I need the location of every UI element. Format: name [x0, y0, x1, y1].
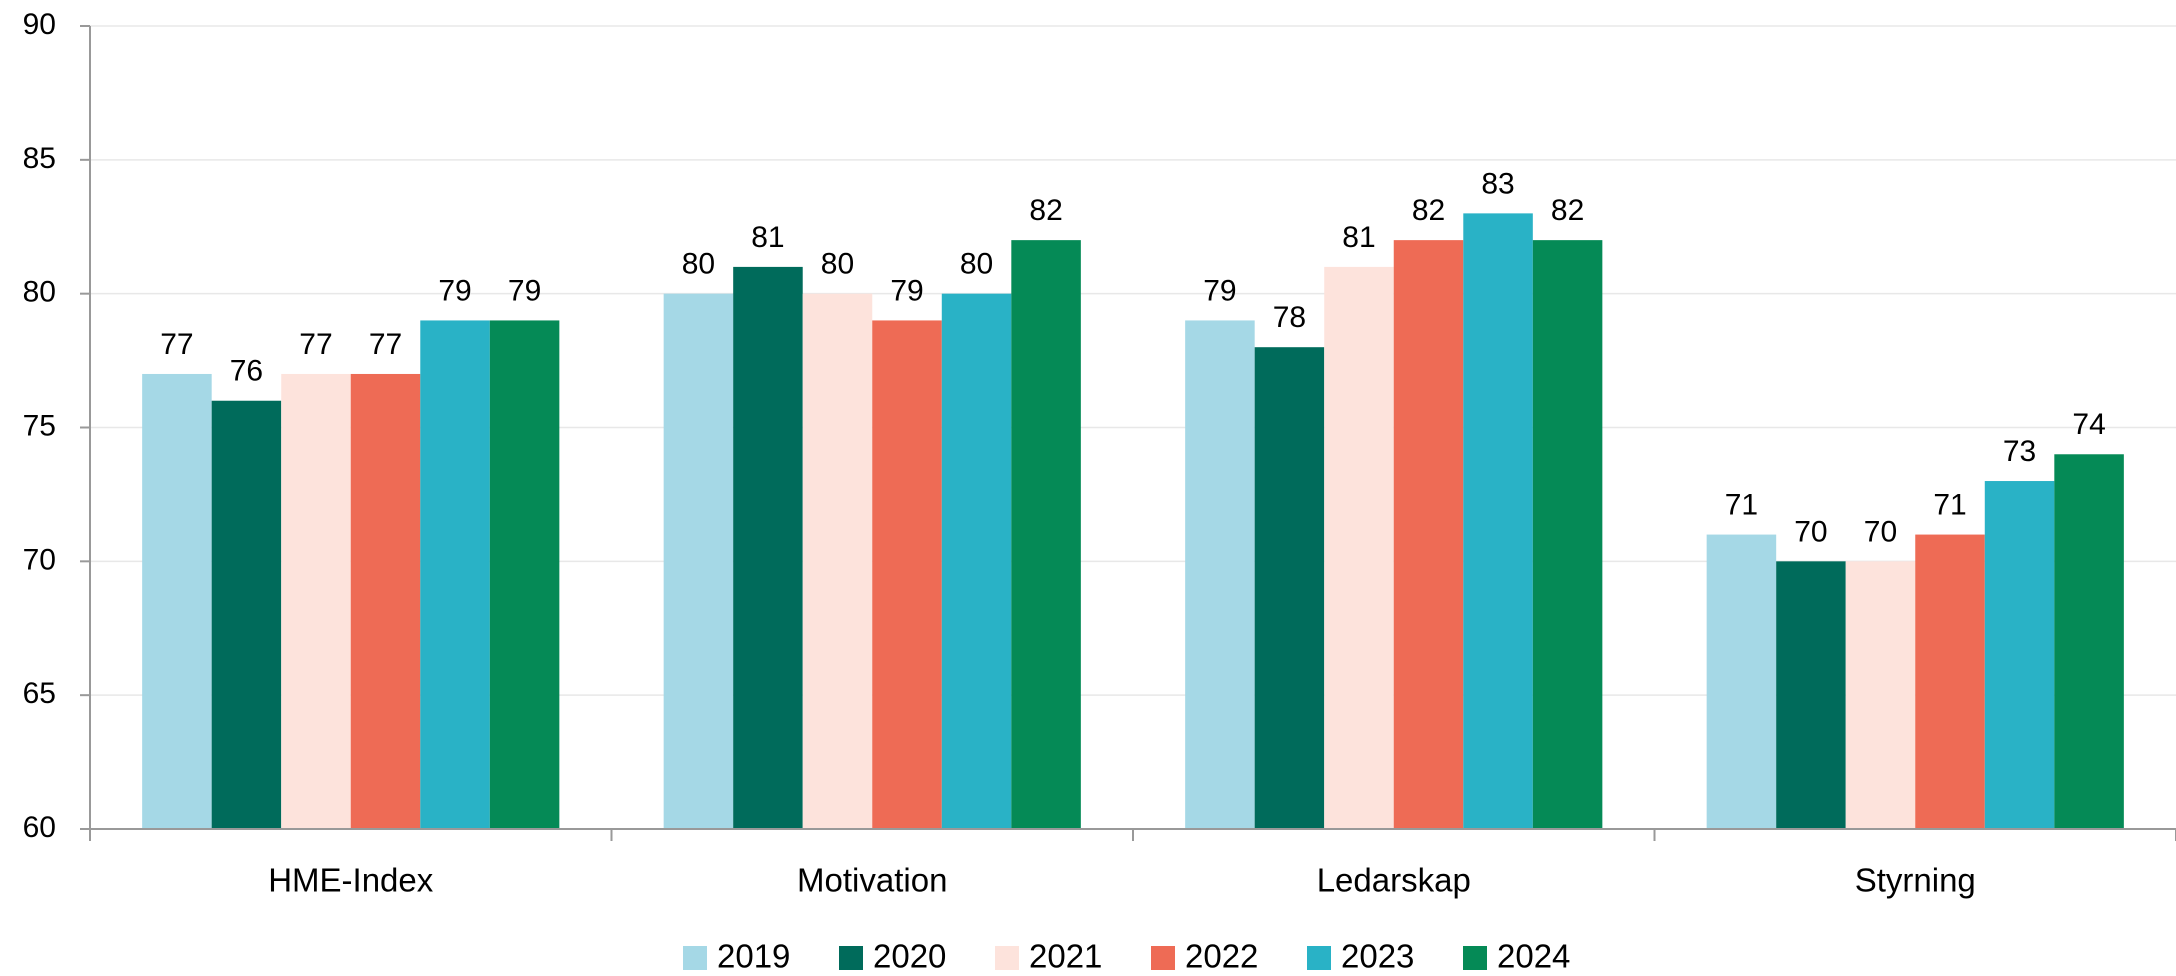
bar — [1185, 320, 1255, 829]
bar — [1984, 481, 2055, 829]
legend-label: 2019 — [717, 938, 790, 975]
y-tick-label: 80 — [23, 276, 56, 309]
data-label: 73 — [2003, 435, 2036, 468]
x-tick-label: Motivation — [797, 862, 947, 899]
legend-swatch — [683, 946, 707, 970]
bar — [1011, 240, 1081, 830]
data-label: 80 — [821, 248, 854, 281]
bar — [1463, 213, 1533, 829]
bar — [1324, 266, 1394, 829]
data-label: 77 — [299, 328, 332, 361]
x-tick-label: Styrning — [1855, 862, 1976, 899]
legend-swatch — [1307, 946, 1331, 970]
y-tick-label: 70 — [23, 543, 56, 576]
data-label: 77 — [369, 328, 402, 361]
data-label: 80 — [960, 248, 993, 281]
data-label: 82 — [1412, 194, 1445, 227]
data-label: 79 — [438, 274, 471, 307]
data-label: 83 — [1481, 167, 1514, 200]
data-label: 74 — [2072, 408, 2105, 441]
data-label: 81 — [751, 221, 784, 254]
bar — [1532, 240, 1603, 830]
data-label: 79 — [890, 274, 923, 307]
data-label: 70 — [1794, 515, 1827, 548]
data-label: 82 — [1029, 194, 1062, 227]
bar — [941, 293, 1012, 830]
bar — [872, 320, 942, 829]
x-tick-label: HME-Index — [268, 862, 434, 899]
y-tick-label: 75 — [23, 409, 56, 442]
bar — [281, 373, 351, 829]
data-label: 79 — [508, 274, 541, 307]
data-label: 80 — [682, 248, 715, 281]
bar — [1776, 561, 1846, 829]
bar — [1393, 240, 1464, 830]
data-label: 70 — [1864, 515, 1897, 548]
bar — [2054, 454, 2124, 829]
legend-label: 2021 — [1029, 938, 1102, 975]
bar — [142, 373, 212, 829]
bar — [663, 293, 734, 830]
bar — [802, 293, 873, 830]
bar — [211, 400, 282, 829]
data-label: 82 — [1551, 194, 1584, 227]
bar — [350, 373, 421, 829]
bar — [489, 320, 560, 829]
legend-swatch — [995, 946, 1019, 970]
data-label: 71 — [1725, 488, 1758, 521]
legend-swatch — [1151, 946, 1175, 970]
y-tick-label: 90 — [23, 8, 56, 41]
y-tick-label: 85 — [23, 142, 56, 175]
data-label: 79 — [1203, 274, 1236, 307]
bar — [1254, 347, 1325, 829]
data-label: 77 — [160, 328, 193, 361]
data-label: 76 — [230, 355, 263, 388]
legend-swatch — [839, 946, 863, 970]
bar — [1706, 534, 1777, 829]
legend-label: 2020 — [873, 938, 946, 975]
legend-label: 2022 — [1185, 938, 1258, 975]
data-label: 78 — [1273, 301, 1306, 334]
x-tick-label: Ledarskap — [1317, 862, 1471, 899]
y-tick-label: 60 — [23, 811, 56, 844]
legend-label: 2023 — [1341, 938, 1414, 975]
bar — [1845, 561, 1916, 829]
data-label: 71 — [1933, 488, 1966, 521]
bar — [420, 320, 490, 829]
legend-swatch — [1463, 946, 1487, 970]
legend-label: 2024 — [1497, 938, 1570, 975]
bar — [1915, 534, 1985, 829]
y-tick-label: 65 — [23, 677, 56, 710]
bar — [733, 266, 803, 829]
data-label: 81 — [1342, 221, 1375, 254]
